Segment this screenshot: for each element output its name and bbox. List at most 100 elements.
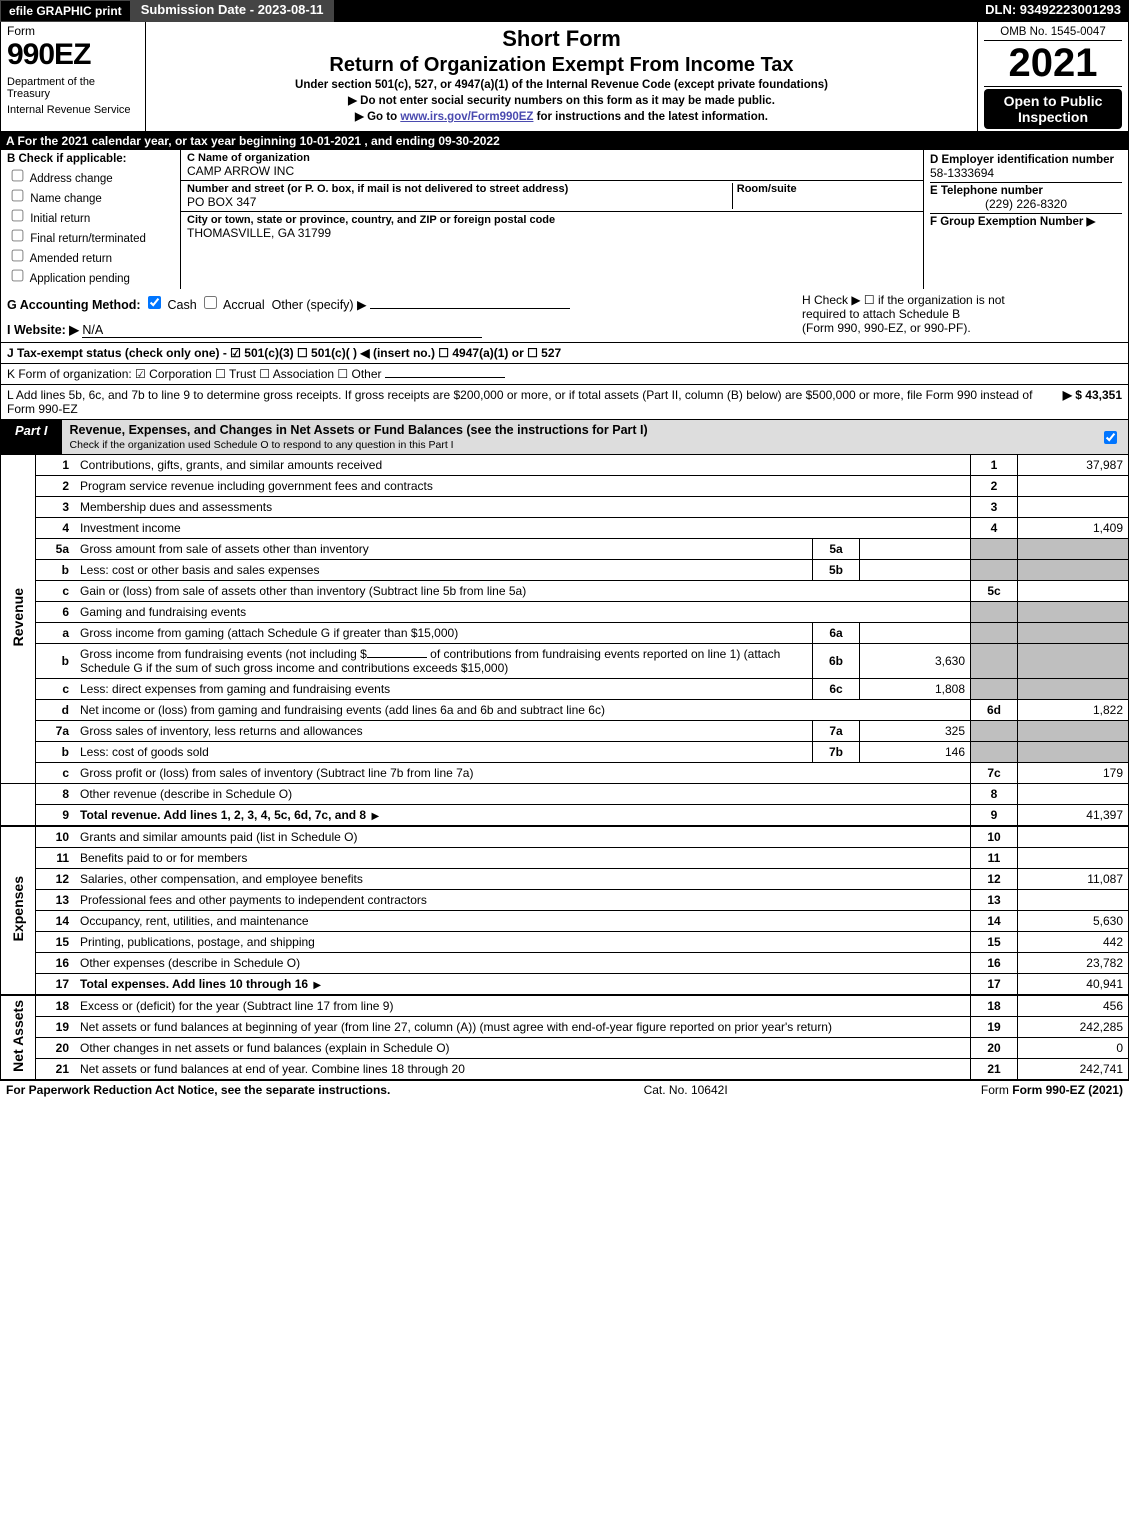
line-A: A For the 2021 calendar year, or tax yea… (0, 132, 1129, 150)
dln: DLN: 93492223001293 (977, 0, 1129, 22)
part1-tab: Part I (1, 420, 62, 454)
H-txt1: H Check ▶ ☐ if the organization is not (802, 293, 1122, 307)
sub-6b: 6b (813, 644, 860, 679)
chk-name-change[interactable]: Name change (7, 186, 174, 205)
irs-link[interactable]: www.irs.gov/Form990EZ (400, 111, 533, 123)
num-3: 3 (971, 497, 1018, 518)
efile-print-button[interactable]: efile GRAPHIC print (0, 0, 131, 22)
ln-10: 10 (36, 826, 76, 848)
sub-5b: 5b (813, 560, 860, 581)
txt-5a: Gross amount from sale of assets other t… (75, 539, 813, 560)
F-group: F Group Exemption Number ▶ (930, 214, 1122, 228)
num-10: 10 (971, 826, 1018, 848)
tax-year: 2021 (984, 41, 1122, 87)
val-16: 23,782 (1018, 953, 1129, 974)
chk-final-return[interactable]: Final return/terminated (7, 226, 174, 245)
city-label: City or town, state or province, country… (187, 214, 917, 226)
num-6d: 6d (971, 700, 1018, 721)
title-long: Return of Organization Exempt From Incom… (152, 54, 971, 77)
form-header: Form 990EZ Department of the Treasury In… (0, 22, 1129, 132)
num-2: 2 (971, 476, 1018, 497)
sub-6a: 6a (813, 623, 860, 644)
chk-address-change[interactable]: Address change (7, 166, 174, 185)
header-left: Form 990EZ Department of the Treasury In… (1, 22, 146, 131)
txt-6a: Gross income from gaming (attach Schedul… (75, 623, 813, 644)
org-city: THOMASVILLE, GA 31799 (187, 226, 917, 240)
chk-amended-return[interactable]: Amended return (7, 246, 174, 265)
val-2 (1018, 476, 1129, 497)
chk-initial-return[interactable]: Initial return (7, 206, 174, 225)
val-19: 242,285 (1018, 1017, 1129, 1038)
phone-value: (229) 226-8320 (930, 197, 1122, 211)
txt-20: Other changes in net assets or fund bala… (75, 1038, 971, 1059)
part1-title-text: Revenue, Expenses, and Changes in Net As… (70, 423, 648, 437)
other-label: Other (specify) ▶ (272, 298, 367, 312)
chk-lbl: Final return/terminated (30, 233, 146, 245)
part1-subtitle: Check if the organization used Schedule … (70, 439, 454, 451)
part1-table: Revenue 1 Contributions, gifts, grants, … (0, 455, 1129, 1080)
txt-11: Benefits paid to or for members (75, 848, 971, 869)
addr-label: Number and street (or P. O. box, if mail… (187, 183, 728, 195)
txt-9: Total revenue. Add lines 1, 2, 3, 4, 5c,… (75, 805, 971, 827)
num-12: 12 (971, 869, 1018, 890)
ln-7c: c (36, 763, 76, 784)
ln-17: 17 (36, 974, 76, 996)
chk-lbl: Name change (30, 193, 102, 205)
val-3 (1018, 497, 1129, 518)
txt-1: Contributions, gifts, grants, and simila… (75, 455, 971, 476)
val-14: 5,630 (1018, 911, 1129, 932)
chk-lbl: Address change (30, 173, 113, 185)
K-other-input[interactable] (385, 377, 505, 378)
txt-6c: Less: direct expenses from gaming and fu… (75, 679, 813, 700)
form-ref-text: Form 990-EZ (2021) (1012, 1083, 1123, 1097)
dept-treasury: Department of the Treasury (7, 76, 139, 100)
org-address: PO BOX 347 (187, 195, 728, 209)
part1-schedule-o-checkbox[interactable] (1104, 431, 1117, 444)
num-4: 4 (971, 518, 1018, 539)
ln-1: 1 (36, 455, 76, 476)
subtitle: Under section 501(c), 527, or 4947(a)(1)… (152, 79, 971, 91)
val-4: 1,409 (1018, 518, 1129, 539)
greyval-7a (1018, 721, 1129, 742)
txt-17: Total expenses. Add lines 10 through 16 (75, 974, 971, 996)
ln-6d: d (36, 700, 76, 721)
line-J: J Tax-exempt status (check only one) - ☑… (0, 343, 1129, 364)
txt-6: Gaming and fundraising events (75, 602, 971, 623)
part1-header: Part I Revenue, Expenses, and Changes in… (0, 420, 1129, 455)
rot-revenue: Revenue (1, 455, 36, 784)
C-name-label: C Name of organization (187, 152, 917, 164)
ln-6: 6 (36, 602, 76, 623)
ln-12: 12 (36, 869, 76, 890)
B-label: B Check if applicable: (7, 153, 127, 165)
part1-title: Revenue, Expenses, and Changes in Net As… (62, 420, 1092, 454)
ln-18: 18 (36, 995, 76, 1017)
col-DEF: D Employer identification number 58-1333… (923, 150, 1128, 289)
section-bcdef: B Check if applicable: Address change Na… (0, 150, 1129, 289)
grey-7a (971, 721, 1018, 742)
subval-5b (860, 560, 971, 581)
J-text: J Tax-exempt status (check only one) - ☑… (7, 346, 561, 360)
ln-19: 19 (36, 1017, 76, 1038)
ln-5a: 5a (36, 539, 76, 560)
org-name: CAMP ARROW INC (187, 164, 917, 178)
greyval-5a (1018, 539, 1129, 560)
num-16: 16 (971, 953, 1018, 974)
val-17: 40,941 (1018, 974, 1129, 996)
chk-application-pending[interactable]: Application pending (7, 266, 174, 285)
6b-amount-input[interactable] (367, 657, 427, 658)
num-11: 11 (971, 848, 1018, 869)
other-input[interactable] (370, 308, 570, 309)
rot-netassets: Net Assets (1, 995, 36, 1080)
ln-6b: b (36, 644, 76, 679)
chk-cash[interactable] (148, 296, 161, 309)
grey-7b (971, 742, 1018, 763)
txt-13: Professional fees and other payments to … (75, 890, 971, 911)
grey-6b (971, 644, 1018, 679)
rot-blank1 (1, 784, 36, 827)
grey-6a (971, 623, 1018, 644)
greyval-6b (1018, 644, 1129, 679)
num-21: 21 (971, 1059, 1018, 1080)
goto-post: for instructions and the latest informat… (533, 111, 768, 123)
chk-accrual[interactable] (204, 296, 217, 309)
greyval-6 (1018, 602, 1129, 623)
